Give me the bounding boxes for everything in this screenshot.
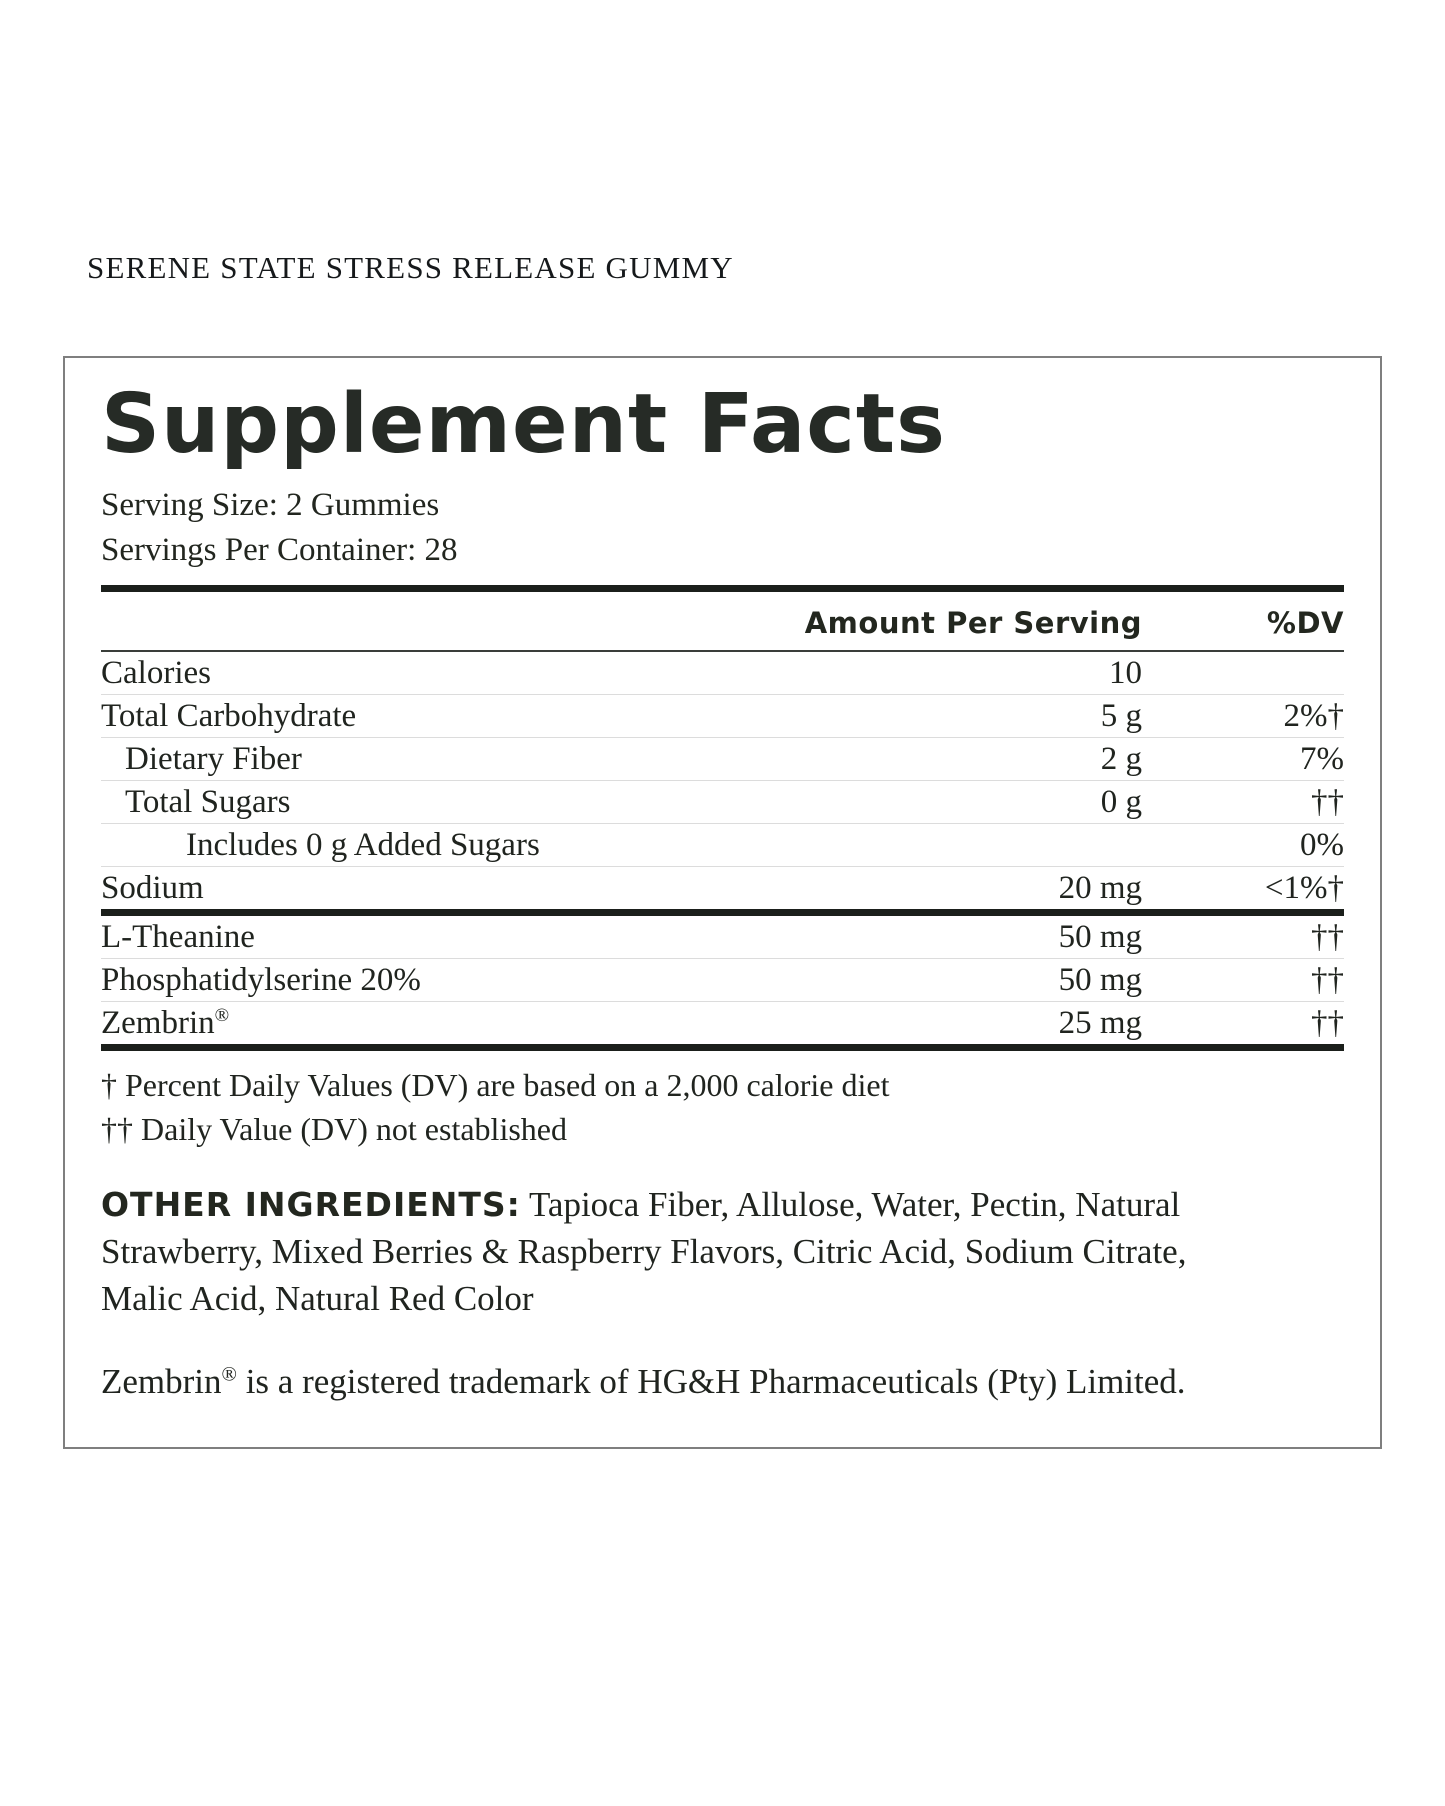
nutrient-amount: 50 mg xyxy=(741,958,1142,1002)
thick-divider-top xyxy=(101,584,1344,592)
nutrient-amount: 0 g xyxy=(741,780,1142,824)
registered-mark: ® xyxy=(221,1363,237,1386)
table-row-l-theanine: L-Theanine 50 mg †† xyxy=(101,912,1344,959)
serving-size: Serving Size: 2 Gummies xyxy=(101,486,440,523)
table-row-sodium: Sodium 20 mg <1%† xyxy=(101,866,1344,916)
nutrient-amount xyxy=(741,823,1142,867)
other-ingredients: OTHER INGREDIENTS: Tapioca Fiber, Allulo… xyxy=(101,1181,1266,1322)
nutrient-name: Dietary Fiber xyxy=(101,737,741,781)
table-row-phosphatidylserine: Phosphatidylserine 20% 50 mg †† xyxy=(101,958,1344,1002)
footnotes: † Percent Daily Values (DV) are based on… xyxy=(101,1063,1344,1151)
trademark-brand: Zembrin xyxy=(101,1361,222,1401)
trademark-text: is a registered trademark of HG&H Pharma… xyxy=(236,1361,1186,1401)
table-row-total-sugars: Total Sugars 0 g †† xyxy=(101,780,1344,824)
servings-per-container: Servings Per Container: 28 xyxy=(101,531,458,568)
nutrient-name: Phosphatidylserine 20% xyxy=(101,958,741,1002)
table-row-total-carbohydrate: Total Carbohydrate 5 g 2%† xyxy=(101,694,1344,738)
nutrient-name: Zembrin® xyxy=(101,1001,741,1051)
nutrient-amount: 25 mg xyxy=(741,1001,1142,1051)
registered-mark: ® xyxy=(214,1004,230,1026)
nutrient-dv: 2%† xyxy=(1142,694,1344,738)
nutrient-amount: 50 mg xyxy=(741,912,1142,959)
other-ingredients-text: Tapioca Fiber, Allulose, Water, Pectin, … xyxy=(101,1184,1187,1318)
nutrient-name: L-Theanine xyxy=(101,912,741,959)
other-ingredients-label: OTHER INGREDIENTS: xyxy=(101,1184,521,1224)
table-row-dietary-fiber: Dietary Fiber 2 g 7% xyxy=(101,737,1344,781)
table-row-calories: Calories 10 xyxy=(101,650,1344,695)
nutrient-dv: †† xyxy=(1142,958,1344,1002)
footnote-dv-not-established: †† Daily Value (DV) not established xyxy=(101,1110,567,1147)
table-row-added-sugars: Includes 0 g Added Sugars 0% xyxy=(101,823,1344,867)
trademark-note: Zembrin® is a registered trademark of HG… xyxy=(101,1358,1211,1405)
nutrient-dv: 0% xyxy=(1142,823,1344,867)
nutrient-name: Total Carbohydrate xyxy=(101,694,741,738)
nutrient-name: Total Sugars xyxy=(101,780,741,824)
nutrient-amount: 20 mg xyxy=(741,866,1142,916)
header-amount-per-serving: Amount Per Serving xyxy=(741,591,1142,652)
footnote-daily-values: † Percent Daily Values (DV) are based on… xyxy=(101,1066,890,1103)
nutrient-dv: †† xyxy=(1142,1001,1344,1051)
supplement-facts-panel: Supplement Facts Serving Size: 2 Gummies… xyxy=(63,356,1382,1449)
nutrient-amount: 10 xyxy=(741,650,1142,695)
nutrient-name: Includes 0 g Added Sugars xyxy=(101,823,741,867)
product-title: SERENE STATE STRESS RELEASE GUMMY xyxy=(87,250,734,285)
panel-title: Supplement Facts xyxy=(101,377,946,472)
nutrient-name: Sodium xyxy=(101,866,741,916)
nutrient-dv: <1%† xyxy=(1142,866,1344,916)
nutrient-dv: †† xyxy=(1142,912,1344,959)
table-row-zembrin: Zembrin® 25 mg †† xyxy=(101,1001,1344,1051)
nutrient-name-text: Zembrin xyxy=(101,1004,215,1041)
nutrient-dv xyxy=(1142,650,1344,695)
table-header-row: Amount Per Serving %DV xyxy=(101,591,1344,652)
nutrient-amount: 2 g xyxy=(741,737,1142,781)
header-spacer xyxy=(101,591,741,652)
nutrient-amount: 5 g xyxy=(741,694,1142,738)
nutrition-table: Amount Per Serving %DV Calories 10 Total… xyxy=(101,591,1344,1051)
nutrient-name: Calories xyxy=(101,650,741,695)
header-percent-dv: %DV xyxy=(1142,591,1344,652)
nutrient-dv: 7% xyxy=(1142,737,1344,781)
nutrient-dv: †† xyxy=(1142,780,1344,824)
